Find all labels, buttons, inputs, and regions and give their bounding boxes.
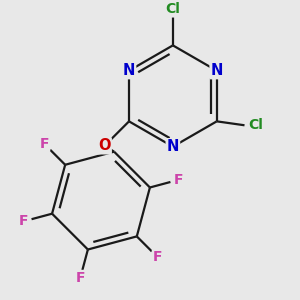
Text: F: F — [174, 173, 183, 187]
Text: F: F — [76, 271, 85, 285]
Text: F: F — [153, 250, 162, 264]
Text: F: F — [19, 214, 28, 228]
Text: Cl: Cl — [165, 2, 180, 16]
Text: N: N — [167, 139, 179, 154]
Text: Cl: Cl — [248, 118, 263, 132]
Text: O: O — [98, 138, 111, 153]
Text: N: N — [211, 63, 223, 78]
Text: N: N — [123, 63, 135, 78]
Text: F: F — [40, 137, 49, 151]
